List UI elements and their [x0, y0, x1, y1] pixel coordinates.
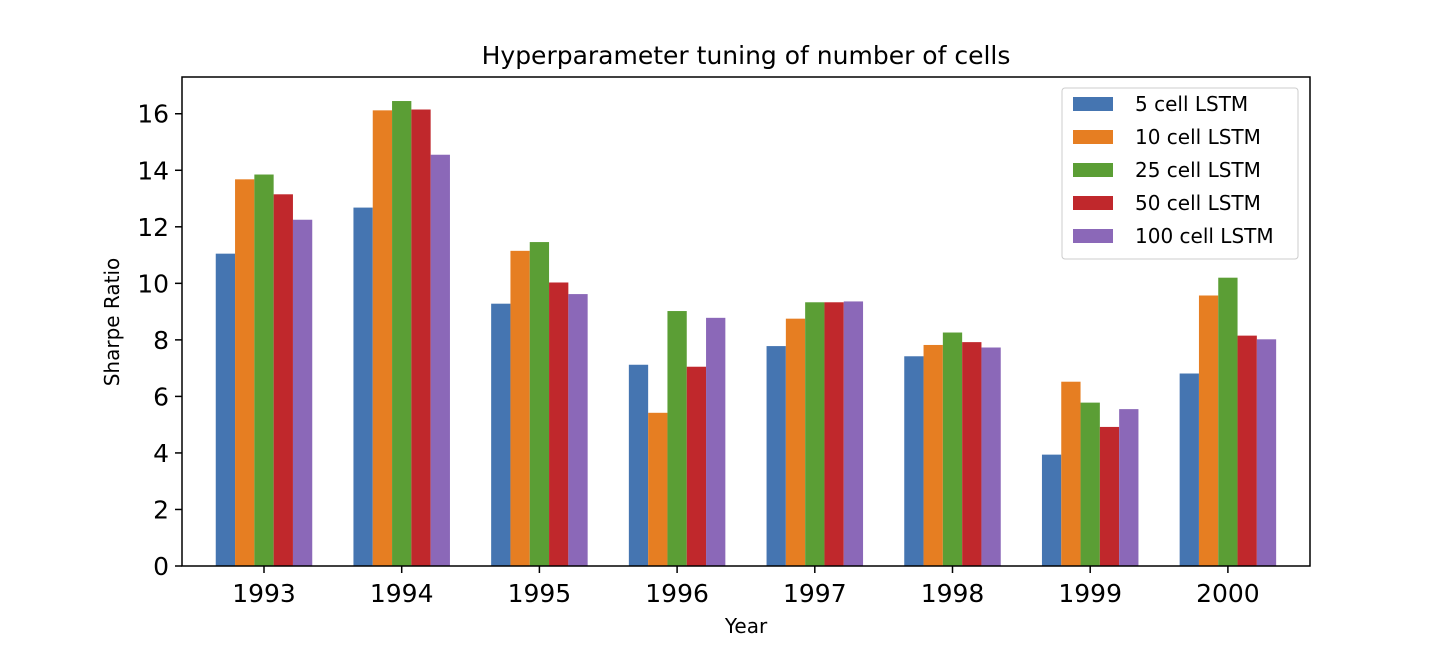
bar-1995-series-1 [491, 303, 511, 566]
x-tick-label: 1999 [1058, 579, 1122, 608]
bar-1995-series-3 [529, 242, 550, 566]
bar-1998-series-3 [942, 332, 963, 566]
y-tick-label: 6 [153, 382, 169, 411]
x-tick-label: 2000 [1196, 579, 1260, 608]
bar-1998-series-2 [923, 344, 943, 566]
bar-1993-series-3 [254, 174, 274, 566]
bar-1999-series-3 [1080, 402, 1100, 566]
bar-1999-series-2 [1061, 381, 1081, 566]
y-tick-label: 16 [137, 100, 169, 129]
y-axis-label: Sharpe Ratio [100, 258, 124, 387]
legend-label-4: 50 cell LSTM [1135, 191, 1261, 215]
bar-1994-series-3 [392, 101, 412, 566]
legend-swatch-3 [1073, 163, 1113, 177]
x-tick-label: 1997 [783, 579, 847, 608]
bar-1999-series-1 [1041, 454, 1062, 566]
x-axis-label: Year [724, 614, 768, 638]
y-axis-ticks: 0 2 4 6 8 10 12 14 16 [137, 100, 182, 581]
x-tick-label: 1993 [232, 579, 296, 608]
bar-2000-series-2 [1198, 295, 1219, 566]
legend-label-1: 5 cell LSTM [1135, 92, 1248, 116]
bar-1996-series-3 [667, 311, 687, 566]
legend-label-5: 100 cell LSTM [1135, 224, 1274, 248]
bar-1995-series-5 [568, 294, 588, 566]
bar-1993-series-4 [273, 194, 293, 567]
bars-group [215, 101, 1277, 567]
bar-1996-series-2 [648, 412, 668, 566]
legend-swatch-2 [1073, 130, 1113, 144]
legend-swatch-4 [1073, 196, 1113, 210]
bar-1993-series-5 [292, 219, 313, 567]
bar-1998-series-4 [962, 342, 982, 566]
legend-frame [1061, 87, 1299, 260]
bar-1997-series-4 [824, 302, 844, 566]
bar-1997-series-5 [843, 301, 864, 566]
x-tick-label: 1998 [921, 579, 985, 608]
x-axis-ticks: 1993 1994 1995 1996 1997 1998 1999 2000 [232, 566, 1260, 608]
bar-1997-series-3 [805, 302, 825, 566]
bar-1994-series-2 [372, 110, 393, 566]
y-tick-label: 14 [137, 156, 169, 185]
y-tick-label: 2 [153, 495, 169, 524]
y-tick-label: 12 [137, 213, 169, 242]
bar-2000-series-3 [1218, 277, 1238, 566]
bar-1996-series-4 [686, 366, 707, 566]
x-tick-label: 1995 [508, 579, 572, 608]
legend: 5 cell LSTM 10 cell LSTM 25 cell LSTM 50 ce… [1061, 87, 1299, 260]
bar-1993-series-1 [215, 253, 236, 566]
y-tick-label: 10 [137, 269, 169, 298]
bar-1994-series-4 [411, 109, 431, 566]
plot-frame [181, 76, 1311, 567]
legend-label-3: 25 cell LSTM [1135, 158, 1261, 182]
bar-1993-series-2 [235, 179, 255, 566]
bar-1994-series-1 [353, 207, 373, 566]
bar-2000-series-1 [1179, 373, 1199, 566]
bar-1996-series-5 [706, 317, 726, 566]
bar-1997-series-2 [785, 318, 806, 566]
bar-1999-series-4 [1099, 426, 1120, 566]
bar-1997-series-1 [766, 346, 786, 566]
y-tick-label: 4 [153, 439, 169, 468]
bar-1995-series-2 [510, 250, 530, 566]
bar-1999-series-5 [1119, 409, 1139, 566]
legend-label-2: 10 cell LSTM [1135, 125, 1261, 149]
bar-1998-series-1 [904, 356, 924, 566]
bar-1998-series-5 [981, 347, 1001, 566]
y-tick-label: 8 [153, 326, 169, 355]
y-tick-label: 0 [153, 552, 169, 581]
x-tick-label: 1994 [370, 579, 434, 608]
bar-1994-series-5 [430, 154, 450, 567]
bar-1995-series-4 [549, 282, 569, 566]
x-tick-label: 1996 [645, 579, 709, 608]
bar-1996-series-1 [628, 364, 649, 566]
chart-title: Hyperparameter tuning of number of cells [482, 41, 1011, 70]
bar-2000-series-4 [1237, 335, 1257, 566]
bar-2000-series-5 [1256, 339, 1277, 566]
legend-swatch-1 [1073, 97, 1113, 111]
legend-swatch-5 [1073, 229, 1113, 243]
